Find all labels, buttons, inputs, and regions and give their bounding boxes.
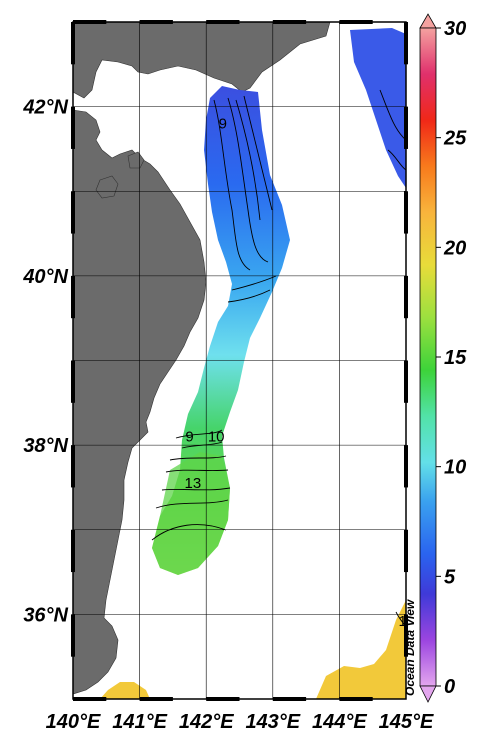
land-hokkaido [73,22,331,99]
frame-tick-right [404,191,408,234]
frame-tick-bottom [339,697,373,701]
latitude-label: 38°N [23,435,68,457]
colorbar-bar [419,27,437,687]
frame-tick-right [404,360,408,403]
frame-tick-left [71,275,75,319]
frame-tick-left [71,445,75,488]
contour-label: 10 [208,429,225,446]
contour-label: 9 [185,429,193,446]
frame-tick-right [404,445,408,488]
frame-tick-bottom [206,697,240,701]
frame-tick-bottom [272,697,307,701]
land-island [95,175,119,199]
colorbar-ticks: 0 5 10 15 20 25 30 [436,18,467,698]
frame-tick-left [71,22,75,65]
colorbar-tick-label: 0 [444,676,455,698]
latitude-label: 42°N [22,97,68,119]
colorbar-tick-label: 20 [443,237,466,259]
watermark-text: Ocean Data View [403,599,417,696]
ne-data-patch [350,28,406,188]
frame-tick-left [71,614,75,657]
frame-tick-left [71,106,75,149]
land-island [127,151,145,169]
frame-tick-top [139,20,173,24]
colorbar-tick-label: 5 [444,566,456,588]
longitude-labels: 140°E 141°E 142°E 143°E 144°E 145°E [46,711,434,733]
frame-tick-right [404,22,408,65]
contour-labels: 9 9 10 13 1 [185,116,407,631]
frame-tick-bottom [73,697,107,701]
frame-tick-top [339,20,373,24]
warm-patch-sw [100,682,150,699]
contour-label: 13 [185,475,202,492]
colorbar-tick-label: 10 [444,457,466,479]
frame-tick-left [71,191,75,234]
frame-tick-right [404,529,408,573]
temperature-band [152,86,290,575]
colorbar-tick-label: 30 [444,18,466,40]
frame-ticks [71,20,408,701]
warm-region [152,452,230,575]
colorbar-tick-label: 25 [443,128,467,150]
frame-tick-left [71,529,75,573]
colorbar-tick-label: 15 [444,347,467,369]
grid [73,22,406,699]
longitude-label: 142°E [179,711,234,733]
colorbar-top-arrow [419,13,437,29]
contour-label: 9 [219,116,227,133]
longitude-label: 144°E [312,711,367,733]
longitude-label: 140°E [46,711,101,733]
warm-patch-se [316,600,406,699]
contour-label: 1 [398,613,406,630]
colorbar: 0 5 10 15 20 25 30 [419,13,467,703]
frame-tick-top [206,20,240,24]
latitude-label: 36°N [23,604,68,626]
frame-tick-right [404,275,408,319]
colorbar-bottom-arrow [419,685,437,703]
frame-tick-right [404,614,408,657]
latitude-label: 40°N [22,266,68,288]
frame-tick-top [73,20,107,24]
longitude-label: 145°E [379,711,434,733]
longitude-label: 141°E [112,711,167,733]
frame-tick-top [272,20,307,24]
longitude-label: 143°E [245,711,300,733]
latitude-labels: 42°N 40°N 38°N 36°N [22,97,68,627]
frame-tick-bottom [139,697,173,701]
frame-tick-left [71,360,75,403]
frame-tick-right [404,106,408,149]
